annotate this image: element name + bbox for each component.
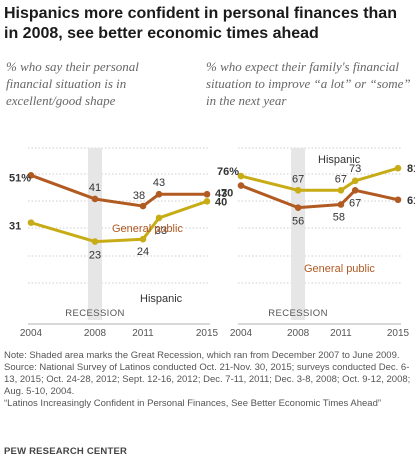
data-point [91,195,99,203]
x-tick-label: 2008 [84,328,107,339]
data-point [203,190,211,198]
series-name-label: General public [112,223,183,235]
data-point [351,177,359,185]
report-title: “Latinos Increasingly Confident in Perso… [4,398,382,409]
series-name-label: General public [304,263,375,275]
series-name-label: Hispanic [318,154,361,166]
recession-label: RECESSION [65,308,125,319]
data-point [394,164,402,172]
left-chart-subtitle: % who say their personal financial situa… [6,59,139,108]
data-point [139,235,147,243]
source-text: Source: National Survey of Latinos condu… [4,362,411,397]
data-label: 41 [89,182,101,194]
x-tick-label: 2004 [230,328,253,339]
data-label: 61 [407,195,415,207]
x-tick-label: 2004 [20,328,43,339]
data-label: 51% [9,172,31,184]
source-org: PEW RESEARCH CENTER [4,446,128,457]
x-tick-label: 2008 [287,328,310,339]
data-label: 76% [217,166,239,178]
data-point [91,238,99,245]
data-point [294,186,302,194]
data-label: 38 [133,190,145,202]
series-line-general-public [29,173,209,208]
data-label: 58 [333,211,345,223]
series-line-hispanic [29,199,209,244]
recession-label: RECESSION [268,308,328,319]
data-label: 56 [292,216,304,228]
data-point [27,172,35,179]
data-point [237,172,245,180]
data-point [155,190,163,198]
x-tick-label: 2011 [132,328,154,339]
notes-block: Note: Shaded area marks the Great Recess… [4,350,412,410]
note-text: Note: Shaded area marks the Great Recess… [4,350,400,361]
data-point [139,202,147,210]
data-label: 31 [9,221,21,233]
charts-svg: RECESSION 2004 2008 2011 2015 51% 41 38 43 43 31 23… [9,147,415,339]
data-point [337,186,345,194]
data-label: 81 [407,163,415,175]
data-label: 67 [292,173,304,185]
data-label: 67 [349,197,361,209]
data-point [203,198,211,205]
data-label: 43 [153,177,165,189]
recession-band [88,148,102,320]
series-line-hispanic [239,166,400,192]
data-label: 67 [335,173,347,185]
data-point [155,214,163,222]
data-point [337,201,345,208]
data-point [27,219,35,226]
data-point [294,204,302,211]
x-tick-label: 2011 [330,328,352,339]
data-label: 43 [215,188,227,200]
data-label: 23 [89,250,101,262]
data-point [351,186,359,194]
right-chart-subtitle: % who expect their family's financial si… [206,59,411,108]
data-point [237,182,245,189]
data-label: 40 [215,196,227,208]
x-tick-label: 2015 [196,328,219,339]
series-name-label: Hispanic [140,293,183,305]
data-point [394,196,402,204]
x-tick-label: 2015 [387,328,410,339]
chart-title: Hispanics more confident in personal fin… [4,5,397,42]
data-label: 24 [137,246,149,258]
data-label: 70 [221,188,233,200]
data-label: 73 [349,163,361,175]
data-label: 33 [155,225,167,237]
